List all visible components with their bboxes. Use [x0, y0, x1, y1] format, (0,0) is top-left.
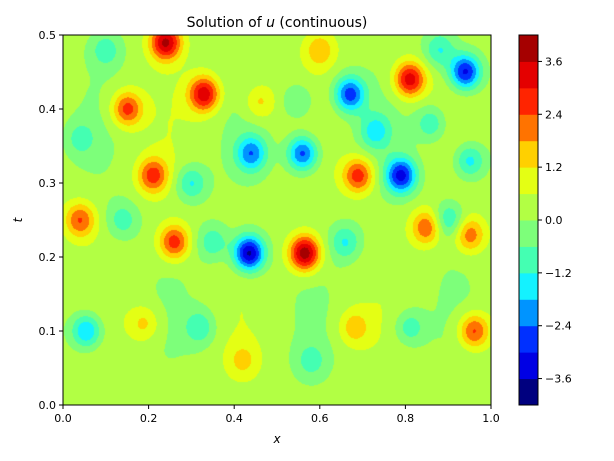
- colorbar-band: [519, 87, 538, 115]
- x-tick-label: 0.0: [54, 412, 72, 425]
- x-tick-label: 0.2: [140, 412, 158, 425]
- x-axis-label: x: [272, 432, 281, 446]
- colorbar-band: [519, 352, 538, 380]
- colorbar-band: [519, 140, 538, 168]
- x-axis: 0.0 0.2 0.4 0.6 0.8 1.0: [54, 405, 500, 425]
- colorbar-tick-label: 3.6: [545, 55, 563, 68]
- y-axis-label: t: [11, 216, 25, 222]
- y-tick-label: 0.5: [39, 29, 57, 42]
- colorbar-band: [519, 378, 538, 406]
- colorbar-band: [519, 220, 538, 247]
- colorbar-tick-label: −3.6: [545, 373, 572, 386]
- colorbar-band: [519, 246, 538, 274]
- colorbar-ticks: −3.6 −2.4 −1.2 0.0 1.2 2.4 3.6: [538, 55, 572, 386]
- colorbar-band: [519, 114, 538, 142]
- y-tick-label: 0.4: [39, 103, 57, 116]
- contour-plot-area: [63, 35, 491, 405]
- colorbar-tick-label: −1.2: [545, 267, 572, 280]
- colorbar-band: [519, 35, 538, 62]
- y-tick-label: 0.3: [39, 177, 57, 190]
- chart-title: Solution of u (continuous): [187, 15, 368, 31]
- y-tick-label: 0.0: [39, 399, 57, 412]
- x-tick-label: 0.4: [225, 412, 243, 425]
- colorbar-band: [519, 272, 538, 300]
- colorbar-tick-label: 1.2: [545, 161, 563, 174]
- colorbar-band: [519, 193, 538, 221]
- colorbar-band: [519, 299, 538, 327]
- y-axis: 0.0 0.1 0.2 0.3 0.4 0.5: [39, 29, 63, 412]
- colorbar-tick-label: −2.4: [545, 320, 572, 333]
- contour-fill: [63, 35, 491, 405]
- x-tick-label: 1.0: [482, 412, 500, 425]
- colorbar-band: [519, 167, 538, 195]
- plot-frame: [62, 34, 492, 406]
- y-tick-label: 0.2: [39, 251, 57, 264]
- colorbar-band: [519, 61, 538, 89]
- colorbar-tick-label: 0.0: [545, 214, 563, 227]
- colorbar-band: [519, 325, 538, 353]
- colorbar: [519, 35, 538, 406]
- y-tick-label: 0.1: [39, 325, 57, 338]
- colorbar-tick-label: 2.4: [545, 108, 563, 121]
- x-tick-label: 0.6: [311, 412, 329, 425]
- x-tick-label: 0.8: [397, 412, 415, 425]
